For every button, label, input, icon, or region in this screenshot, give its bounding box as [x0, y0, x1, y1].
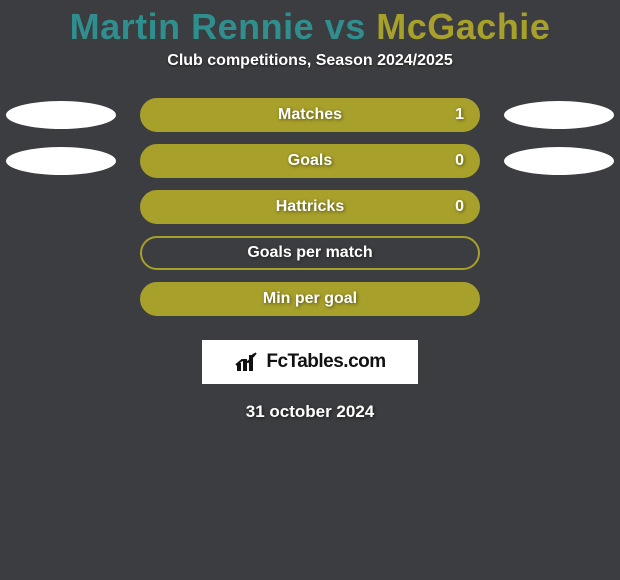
- stat-bar: Min per goal: [140, 282, 480, 316]
- stat-label: Matches: [278, 106, 342, 124]
- stat-bar: Matches 1: [140, 98, 480, 132]
- page-title: Martin Rennie vs McGachie: [0, 6, 620, 48]
- stat-bar: Goals 0: [140, 144, 480, 178]
- stat-label: Goals per match: [247, 244, 372, 262]
- stat-rows: Matches 1 Goals 0 Hattricks 0 Goals per match M…: [0, 98, 620, 316]
- subtitle: Club competitions, Season 2024/2025: [0, 52, 620, 70]
- stat-row: Matches 1: [0, 98, 620, 132]
- stat-value: 0: [455, 152, 464, 170]
- stat-bar: Goals per match: [140, 236, 480, 270]
- stat-label: Min per goal: [263, 290, 357, 308]
- stat-value: 1: [455, 106, 464, 124]
- chart-icon: [234, 351, 260, 373]
- stat-value: 0: [455, 198, 464, 216]
- player1-value-ellipse: [6, 101, 116, 129]
- date-label: 31 october 2024: [0, 402, 620, 422]
- player1-value-ellipse: [6, 147, 116, 175]
- stat-label: Hattricks: [276, 198, 344, 216]
- stat-bar: Hattricks 0: [140, 190, 480, 224]
- stat-row: Min per goal: [0, 282, 620, 316]
- player2-value-ellipse: [504, 101, 614, 129]
- player2-value-ellipse: [504, 147, 614, 175]
- stat-row: Hattricks 0: [0, 190, 620, 224]
- player1-name: Martin Rennie: [70, 6, 315, 47]
- logo-text: FcTables.com: [266, 351, 385, 373]
- stat-row: Goals per match: [0, 236, 620, 270]
- logo-box: FcTables.com: [202, 340, 418, 384]
- comparison-card: Martin Rennie vs McGachie Club competiti…: [0, 6, 620, 580]
- stat-row: Goals 0: [0, 144, 620, 178]
- player2-name: McGachie: [376, 6, 550, 47]
- vs-label: vs: [325, 6, 366, 47]
- stat-label: Goals: [288, 152, 332, 170]
